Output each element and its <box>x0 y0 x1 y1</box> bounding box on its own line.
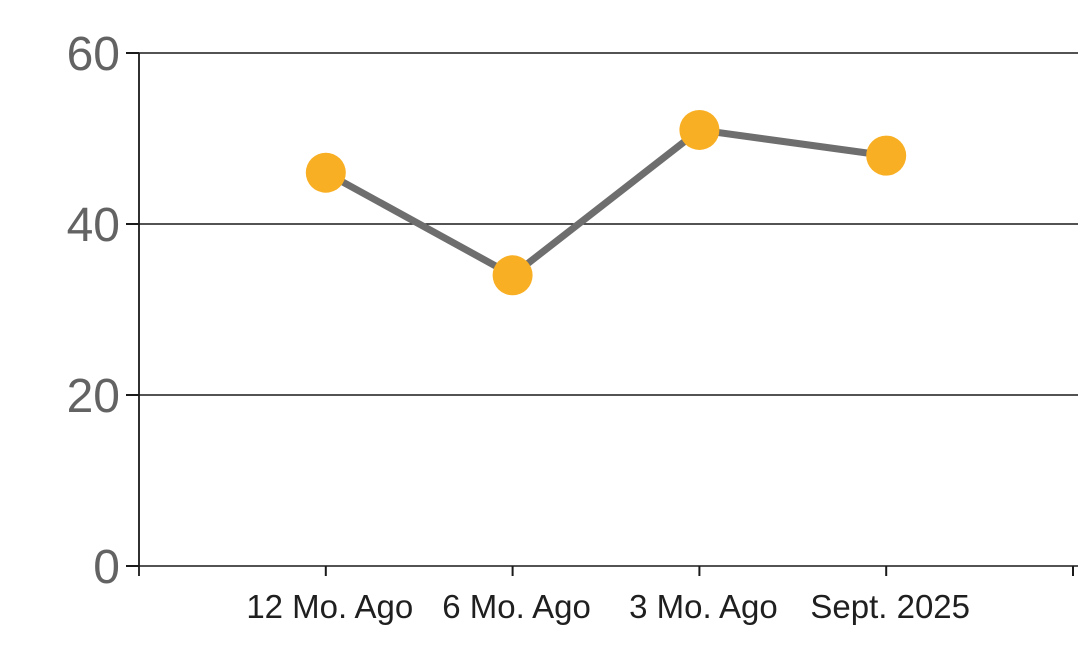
xtick-label-0: 12 Mo. Ago <box>246 588 413 625</box>
data-point-12-mo-ago <box>305 152 346 193</box>
data-point-6-mo-ago <box>492 255 533 296</box>
xtick-label-3: Sept. 2025 <box>810 588 970 625</box>
ytick-label-40: 40 <box>67 199 120 252</box>
data-point-3-mo-ago <box>679 109 720 150</box>
ytick-label-60: 60 <box>67 28 120 81</box>
ytick-label-20: 20 <box>67 370 120 423</box>
data-point-sept-2025 <box>866 135 907 176</box>
xtick-label-2: 3 Mo. Ago <box>629 588 778 625</box>
xtick-label-1: 6 Mo. Ago <box>442 588 591 625</box>
ytick-label-0: 0 <box>93 541 120 594</box>
series-line-0 <box>324 126 887 280</box>
